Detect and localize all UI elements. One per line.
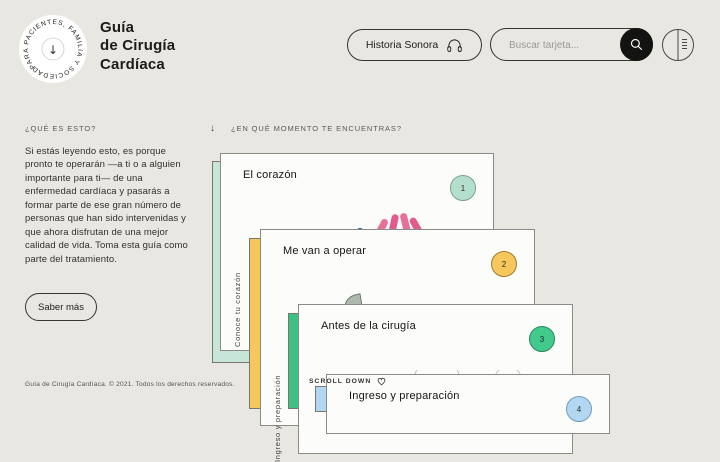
learn-more-button[interactable]: Saber más <box>25 293 97 321</box>
card-title: El corazón <box>243 169 297 181</box>
scroll-down-label: SCROLL DOWN <box>309 377 372 385</box>
brand-logo[interactable]: PARA PACIENTES, FAMILIA Y SOCIEDAD ↓ <box>18 14 88 84</box>
search-bar[interactable] <box>490 28 653 62</box>
audio-story-button[interactable]: Historia Sonora <box>347 29 482 61</box>
scroll-down-hint: SCROLL DOWN <box>309 376 387 386</box>
search-button[interactable] <box>620 28 653 61</box>
card-title: Antes de la cirugía <box>321 320 416 332</box>
logo-roundel-icon: PARA PACIENTES, FAMILIA Y SOCIEDAD ↓ <box>19 15 87 83</box>
down-arrow-icon: ↓ <box>210 123 215 134</box>
card-number-badge: 1 <box>450 175 476 201</box>
index-menu-button[interactable] <box>661 28 695 62</box>
search-icon <box>630 38 643 51</box>
audio-story-label: Historia Sonora <box>365 39 439 51</box>
learn-more-label: Saber más <box>38 301 84 313</box>
card-title: Me van a operar <box>283 245 367 257</box>
moment-prompt: ↓ ¿EN QUÉ MOMENTO TE ENCUENTRAS? <box>210 123 402 134</box>
heart-outline-icon <box>377 377 386 386</box>
moment-prompt-label: ¿EN QUÉ MOMENTO TE ENCUENTRAS? <box>231 124 402 133</box>
site-title: Guía de Cirugía Cardíaca <box>100 19 176 73</box>
headphones-icon <box>447 39 462 52</box>
logo-down-arrow-icon: ↓ <box>48 43 58 57</box>
card-title: Ingreso y preparación <box>349 390 460 402</box>
list-toggle-icon <box>662 29 694 61</box>
search-input[interactable] <box>507 29 616 62</box>
card-number-badge: 2 <box>491 251 517 277</box>
card-number-badge: 3 <box>529 326 555 352</box>
copyright-text: Guía de Cirugía Cardíaca. © 2021. Todos … <box>25 381 235 388</box>
card-spine-label: Conoce tu corazón <box>233 272 242 347</box>
intro-paragraph: Si estás leyendo esto, es porque pronto … <box>25 146 188 265</box>
card-spine-label: Ingreso y preparación <box>273 374 282 462</box>
intro-label: ¿QUÉ ES ESTO? <box>25 124 97 133</box>
